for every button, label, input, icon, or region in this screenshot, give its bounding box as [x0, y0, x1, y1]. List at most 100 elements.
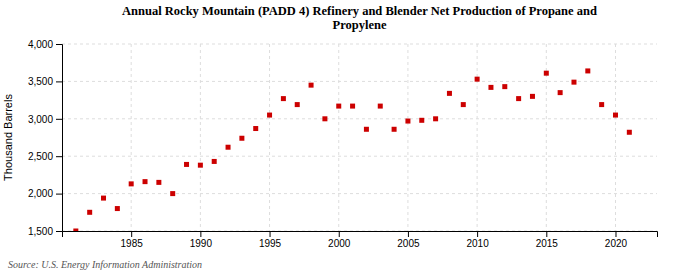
grid-line	[62, 118, 657, 119]
tick: 3,500	[28, 76, 62, 87]
point	[156, 180, 161, 185]
point	[212, 159, 217, 164]
point	[143, 179, 148, 184]
tick-label: 2005	[397, 238, 420, 249]
tick: 2,500	[28, 151, 62, 162]
tick-label: 3,500	[28, 76, 53, 87]
point	[516, 96, 521, 101]
point	[170, 191, 175, 196]
point	[129, 181, 134, 186]
tick: 1995	[259, 231, 282, 249]
tick-mark	[131, 231, 132, 237]
point	[627, 130, 632, 135]
points	[73, 68, 631, 231]
point	[544, 71, 549, 76]
point	[226, 145, 231, 150]
point	[267, 113, 272, 118]
point	[350, 104, 355, 109]
x-axis: 1985 1990 1995 2000 2005 2010 2015 2020	[63, 231, 658, 249]
point	[281, 96, 286, 101]
point	[87, 210, 92, 215]
point	[309, 83, 314, 88]
tick-label: 2,500	[28, 151, 53, 162]
point	[475, 77, 480, 82]
tick: 1,500	[28, 226, 62, 237]
tick-label: 1995	[259, 238, 282, 249]
tick: 1985	[121, 231, 144, 249]
grid-line	[338, 44, 339, 231]
point	[198, 163, 203, 168]
tick-mark	[56, 156, 62, 157]
point	[599, 102, 604, 107]
title: Annual Rocky Mountain (PADD 4) Refinery …	[122, 4, 597, 32]
tick-label: 4,000	[28, 39, 53, 50]
tick-mark	[56, 231, 62, 232]
tick-mark	[56, 119, 62, 120]
tick-mark	[339, 231, 340, 237]
y-axis: 1,500 2,000 2,500 3,000 3,500 4,000	[28, 39, 63, 237]
tick-mark	[477, 231, 478, 237]
point	[115, 206, 120, 211]
grid-line	[269, 44, 270, 231]
grid-line	[131, 44, 132, 231]
grid-line	[62, 44, 657, 45]
chart: Annual Rocky Mountain (PADD 4) Refinery …	[0, 0, 675, 275]
tick-label: 1985	[121, 238, 144, 249]
tick: 2015	[536, 231, 559, 249]
tick-mark	[200, 231, 201, 237]
point	[571, 80, 576, 85]
source: Source: U.S. Energy Information Administ…	[8, 259, 202, 270]
grid-line	[477, 44, 478, 231]
axis-line	[56, 45, 63, 232]
point	[73, 229, 78, 232]
point	[322, 116, 327, 121]
point	[419, 118, 424, 123]
point	[530, 94, 535, 99]
tick-mark	[56, 194, 62, 195]
point	[364, 127, 369, 132]
tick-mark	[615, 231, 616, 237]
tick: 2000	[328, 231, 351, 249]
point	[502, 84, 507, 89]
point	[405, 119, 410, 124]
point	[239, 136, 244, 141]
tick-mark	[270, 231, 271, 237]
point	[184, 162, 189, 167]
grid-line	[62, 193, 657, 194]
tick-label: 3,000	[28, 114, 53, 125]
point	[336, 104, 341, 109]
tick-label: 2010	[466, 238, 489, 249]
tick: 4,000	[28, 39, 62, 50]
tick-mark	[408, 231, 409, 237]
tick-label: 2000	[328, 238, 351, 249]
point	[295, 102, 300, 107]
point	[613, 113, 618, 118]
point	[558, 90, 563, 95]
point	[488, 85, 493, 90]
tick: 1990	[190, 231, 213, 249]
tick: 2,000	[28, 188, 62, 199]
tick-label: 1990	[190, 238, 213, 249]
tick-mark	[56, 44, 62, 45]
tick: 2005	[397, 231, 420, 249]
tick: 3,000	[28, 114, 62, 125]
grid-line	[615, 44, 616, 231]
point	[461, 102, 466, 107]
tick-label: 2020	[605, 238, 628, 249]
point	[585, 68, 590, 73]
point	[433, 116, 438, 121]
grid-line	[200, 44, 201, 231]
point	[392, 127, 397, 132]
grid-line	[62, 156, 657, 157]
point	[101, 196, 106, 201]
grid	[62, 44, 657, 231]
plot: 1985 1990 1995 2000 2005 2010 2015 2020 1,500 2,0…	[2, 39, 658, 249]
tick-label: 2,000	[28, 188, 53, 199]
point	[378, 104, 383, 109]
tick-mark	[56, 81, 62, 82]
tick-mark	[546, 231, 547, 237]
tick-label: 1,500	[28, 226, 53, 237]
point	[447, 91, 452, 96]
tick-label: 2015	[536, 238, 559, 249]
tick: 2020	[605, 231, 628, 249]
